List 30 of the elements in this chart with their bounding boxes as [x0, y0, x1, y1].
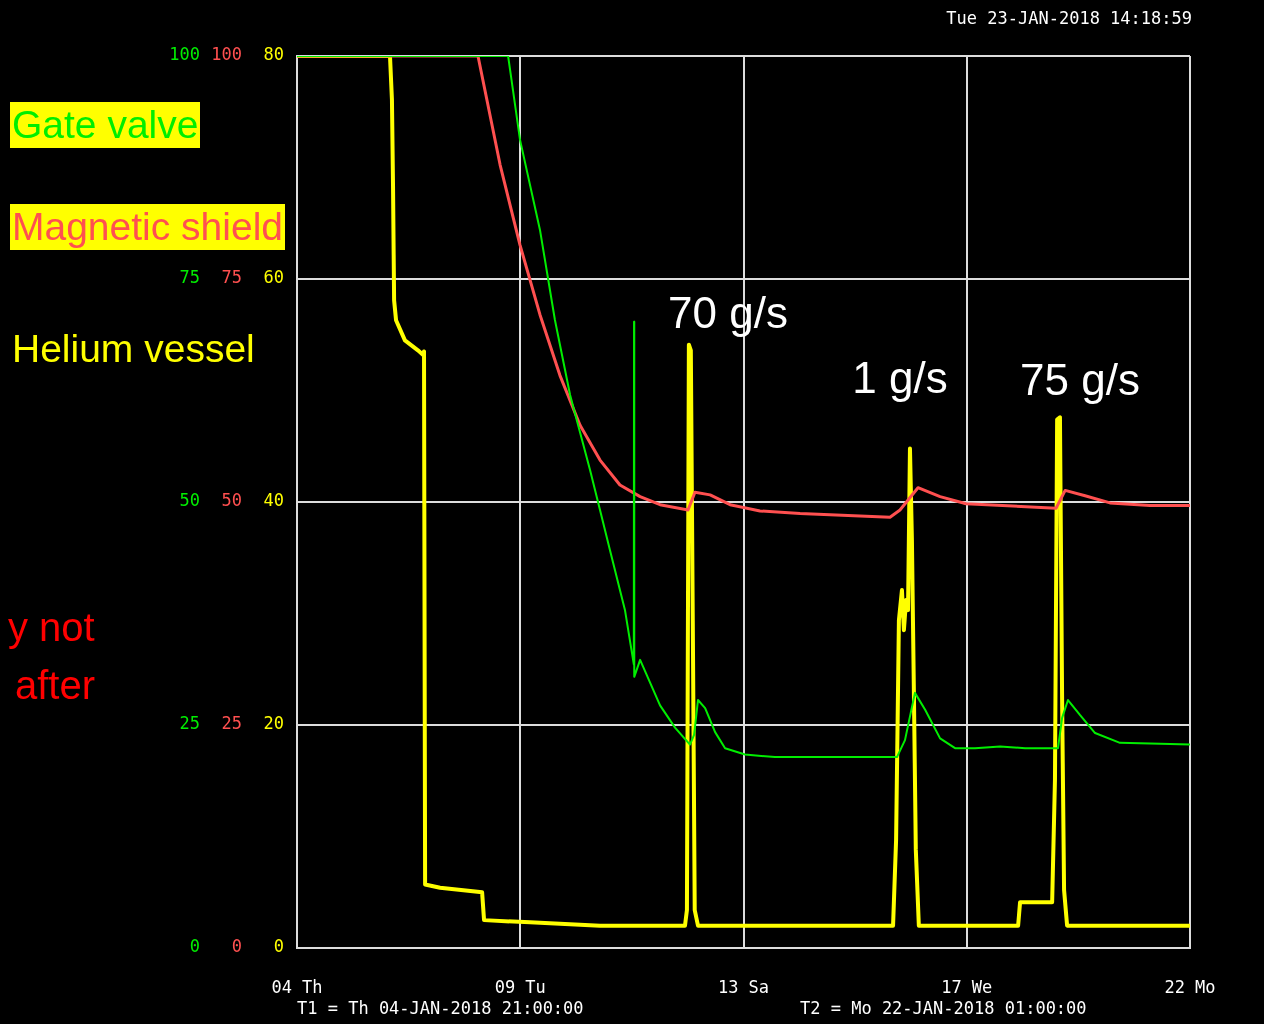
y3-tick-label: 50: [221, 490, 242, 511]
x-tick-label: 22 Mo: [1164, 976, 1216, 997]
text: T1 = Th 04-JAN-2018 21:00:00: [297, 998, 584, 1019]
text: after: [15, 663, 96, 708]
x-tick-label: 09 Tu: [494, 976, 546, 997]
annotation: 1 g/s: [852, 353, 948, 403]
x-tick-label: 13 Sa: [717, 976, 770, 997]
text: Gate valve: [10, 102, 201, 148]
y3-tick-label: 75: [221, 267, 242, 288]
text: Magnetic shield: [10, 204, 285, 250]
x-tick-label: 17 We: [941, 976, 993, 997]
y-tick-label: 100: [169, 44, 200, 65]
y2-tick-label: 60: [263, 267, 284, 288]
y2-tick-label: 80: [263, 44, 284, 65]
y2-tick-label: 0: [273, 936, 284, 957]
y-tick-label: 25: [179, 713, 200, 734]
y-tick-label: 50: [179, 490, 200, 511]
y-tick-label: 75: [179, 267, 200, 288]
y-tick-label: 0: [189, 936, 200, 957]
text: T2 = Mo 22-JAN-2018 01:00:00: [800, 998, 1087, 1019]
text: Tue 23-JAN-2018 14:18:59: [946, 8, 1192, 29]
y3-tick-label: 100: [211, 44, 242, 65]
y3-tick-label: 25: [221, 713, 242, 734]
y3-tick-label: 0: [231, 936, 242, 957]
text: Helium vessel: [11, 326, 256, 372]
text: y not: [8, 605, 95, 650]
annotation: 75 g/s: [1020, 355, 1140, 405]
x-tick-label: 04 Th: [271, 976, 323, 997]
y2-tick-label: 20: [263, 713, 284, 734]
y2-tick-label: 40: [263, 490, 284, 511]
